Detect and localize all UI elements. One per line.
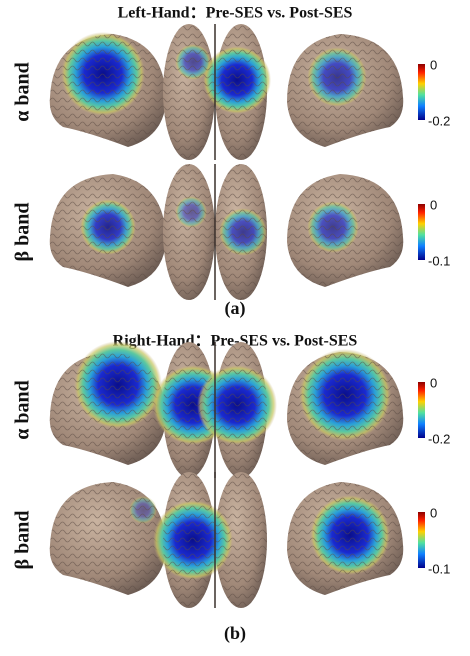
brain-T (153, 472, 267, 608)
row-label: β band (12, 511, 34, 570)
brain-R (287, 34, 404, 147)
panel-title: Left-Hand：Pre-SES vs. Post-SES (118, 5, 353, 22)
gyri (163, 164, 215, 300)
brain-T (163, 24, 271, 160)
colorbar-min: -0.1 (428, 253, 450, 268)
brain-R (287, 174, 404, 287)
colorbar-max: 0 (430, 57, 437, 72)
colorbar (418, 204, 425, 260)
panel-title: Right-Hand：Pre-SES vs. Post-SES (113, 333, 358, 350)
row-label: β band (12, 203, 34, 262)
panel-caption: (a) (225, 298, 246, 319)
gyri (215, 342, 267, 478)
brain-R (287, 349, 404, 465)
panel-caption: (b) (224, 623, 246, 644)
colorbar-min: -0.2 (428, 431, 450, 446)
gyri (287, 174, 404, 287)
gyri (49, 482, 166, 595)
brain-L (49, 482, 166, 595)
gyri (163, 472, 215, 608)
gyri (287, 34, 404, 147)
colorbar (418, 382, 425, 438)
brain-L (49, 341, 166, 465)
brain-L (49, 174, 166, 287)
gyri (49, 174, 166, 287)
gyri (215, 164, 267, 300)
row-label: α band (12, 380, 34, 440)
row-label: α band (12, 62, 34, 122)
brain-L (49, 32, 166, 147)
gyri (215, 24, 267, 160)
colorbar-max: 0 (430, 505, 437, 520)
colorbar-min: -0.2 (428, 113, 450, 128)
gyri (215, 472, 267, 608)
colorbar-max: 0 (430, 375, 437, 390)
gyri (49, 352, 166, 465)
colorbar (418, 64, 425, 120)
colorbar-min: -0.1 (428, 561, 450, 576)
gyri (287, 352, 404, 465)
gyri (287, 482, 404, 595)
gyri (163, 342, 215, 478)
gyri (163, 24, 215, 160)
brain-R (287, 482, 404, 595)
gyri (49, 34, 166, 147)
brain-T (153, 342, 277, 478)
brain-T (163, 164, 267, 300)
colorbar (418, 512, 425, 568)
colorbar-max: 0 (430, 197, 437, 212)
